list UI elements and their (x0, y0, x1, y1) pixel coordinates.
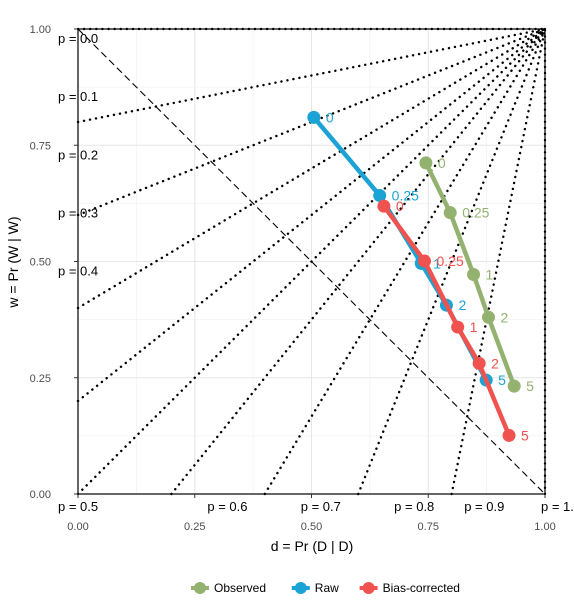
data-label: 0 (438, 155, 446, 171)
iso-line (76, 27, 547, 310)
data-point (373, 188, 387, 202)
data-label: 0.25 (392, 187, 419, 203)
x-tick-label: 0.75 (418, 521, 439, 533)
y-tick-label: 0.75 (30, 140, 51, 152)
legend-key-dot (362, 582, 375, 594)
legend-item: Observed (191, 581, 266, 595)
iso-line (76, 27, 547, 403)
data-point (419, 156, 433, 170)
x-tick-label: 0.25 (184, 521, 205, 533)
data-label: 0.25 (437, 253, 464, 269)
iso-label: p = 0.1 (58, 89, 98, 104)
data-label: 1 (486, 267, 494, 283)
data-label: 0 (396, 198, 404, 214)
data-label: 5 (526, 378, 534, 394)
y-tick-label: 1.00 (30, 24, 51, 36)
data-point (377, 199, 391, 213)
iso-label: p = 0.6 (207, 499, 247, 514)
data-point (467, 268, 481, 282)
data-label: 0 (326, 109, 334, 125)
data-label: 2 (500, 309, 508, 325)
y-tick-label: 0.00 (30, 489, 51, 501)
data-point (502, 428, 516, 442)
iso-line (357, 27, 547, 496)
x-axis-ticks: 0.00 0.25 0.50 0.75 1.00 (67, 494, 556, 533)
y-tick-label: 0.25 (30, 373, 51, 385)
iso-labels: p = 0.0 p = 0.1 p = 0.2 p = 0.3 p = 0.4 p = 0… (58, 31, 574, 514)
legend-item: Raw (291, 581, 339, 595)
data-point (481, 310, 495, 324)
data-label: 1 (470, 319, 478, 335)
iso-label: p = 0.9 (464, 499, 504, 514)
iso-label: p = 0.2 (58, 147, 98, 162)
iso-label: p = 0.4 (58, 264, 98, 279)
data-point (418, 254, 432, 268)
data-point (307, 110, 321, 124)
legend: Observed Raw Bias-corrected (191, 581, 460, 595)
iso-label: p = 0.7 (301, 499, 341, 514)
x-tick-label: 1.00 (534, 521, 555, 533)
y-axis-ticks: 0.00 0.25 0.50 0.75 1.00 (30, 24, 78, 501)
iso-label: p = 0.3 (58, 205, 98, 220)
data-label: 5 (521, 427, 529, 443)
iso-line (450, 27, 547, 496)
legend-key-dot (194, 582, 206, 594)
legend-label: Observed (214, 581, 266, 595)
data-point (472, 356, 486, 370)
iso-label: p = 1.0 (541, 499, 574, 514)
data-label: 5 (498, 372, 506, 388)
x-tick-label: 0.50 (301, 521, 322, 533)
iso-label: p = 0.8 (394, 499, 434, 514)
iso-line (170, 27, 547, 496)
y-axis-title: w = Pr (W | W) (5, 216, 21, 308)
y-tick-label: 0.50 (30, 257, 51, 269)
legend-label: Raw (315, 581, 339, 595)
data-label: 1 (433, 255, 441, 271)
iso-label: p = 0.0 (58, 31, 98, 46)
iso-line (76, 27, 547, 124)
legend-label: Bias-corrected (383, 581, 460, 595)
data-label: 0.25 (462, 205, 489, 221)
data-point (443, 206, 457, 220)
data-label: 2 (491, 355, 499, 371)
data-label: 2 (458, 297, 466, 313)
data-point (451, 320, 465, 334)
data-point (507, 379, 521, 393)
x-axis-title: d = Pr (D | D) (271, 538, 354, 554)
legend-item: Bias-corrected (359, 581, 460, 595)
x-tick-label: 0.00 (67, 521, 88, 533)
iso-line (76, 27, 547, 496)
legend-key-dot (294, 582, 307, 594)
iso-line (263, 27, 547, 496)
iso-label: p = 0.5 (58, 499, 98, 514)
